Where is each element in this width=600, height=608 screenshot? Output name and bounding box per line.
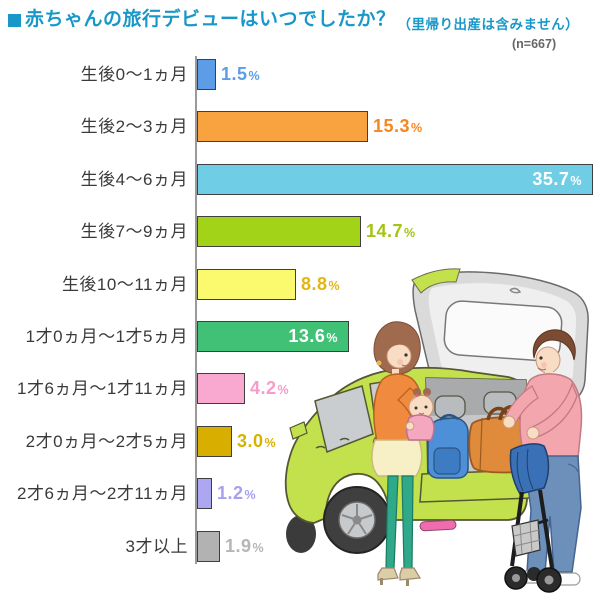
door-handle <box>315 445 326 449</box>
value-label: 1.2% <box>217 483 257 503</box>
category-label: 生後10〜11ヵ月 <box>61 275 188 294</box>
category-label: 生後7〜9ヵ月 <box>80 222 188 241</box>
category-label: 2才6ヵ月〜2才11ヵ月 <box>16 484 188 503</box>
bar-row: 1才6ヵ月〜1才11ヵ月 4.2% <box>0 372 600 405</box>
door-handle <box>339 437 350 441</box>
bar <box>197 426 232 457</box>
front-wheel <box>286 515 316 553</box>
baby-figure <box>405 388 435 441</box>
side-window-front <box>314 385 374 454</box>
bar-row: 生後7〜9ヵ月 14.7% <box>0 215 600 248</box>
value-label: 13.6% <box>288 326 338 346</box>
bar <box>197 59 216 90</box>
category-label: 生後2〜3ヵ月 <box>80 117 188 136</box>
bar-row: 2才6ヵ月〜2才11ヵ月 1.2% <box>0 477 600 510</box>
bar-row: 生後0〜1ヵ月 1.5% <box>0 58 600 91</box>
bar <box>197 373 245 404</box>
bar <box>197 321 349 352</box>
bar <box>197 531 220 562</box>
mother-figure <box>371 321 429 586</box>
category-label: 2才0ヵ月〜2才5ヵ月 <box>25 432 188 451</box>
value-label: 14.7% <box>366 221 416 241</box>
category-label: 3才以上 <box>125 537 188 556</box>
value-label: 4.2% <box>250 378 290 398</box>
value-label: 35.7% <box>532 169 582 189</box>
category-label: 生後0〜1ヵ月 <box>80 65 188 84</box>
square-bullet-icon <box>8 14 21 27</box>
category-label: 1才6ヵ月〜1才11ヵ月 <box>16 379 188 398</box>
bar-row: 生後10〜11ヵ月 8.8% <box>0 268 600 301</box>
value-label: 1.9% <box>225 536 265 556</box>
side-reflector <box>419 519 457 532</box>
sample-size-label: (n=667) <box>512 37 557 51</box>
bar-row: 生後4〜6ヵ月 35.7% <box>0 163 600 196</box>
value-label: 8.8% <box>301 274 341 294</box>
chart-title-note: （里帰り出産は含みません） <box>397 17 580 32</box>
value-label: 1.5% <box>221 64 261 84</box>
value-label: 3.0% <box>237 431 277 451</box>
category-label: 1才0ヵ月〜1才5ヵ月 <box>25 327 188 346</box>
rear-wheel <box>323 486 391 554</box>
side-mirror <box>289 421 308 440</box>
backpack <box>427 414 469 479</box>
chart-header: 赤ちゃんの旅行デビューはいつでしたか？ （里帰り出産は含みません） <box>8 8 592 33</box>
chart-title: 赤ちゃんの旅行デビューはいつでしたか？ <box>25 9 396 30</box>
family-car-illustration <box>284 268 589 593</box>
bar <box>197 269 296 300</box>
bar <box>197 216 361 247</box>
bar <box>197 111 368 142</box>
value-label: 15.3% <box>373 116 423 136</box>
bar-row: 1才0ヵ月〜1才5ヵ月 13.6% <box>0 320 600 353</box>
bar-row: 3才以上 1.9% <box>0 530 600 563</box>
y-axis-line <box>195 56 197 564</box>
category-label: 生後4〜6ヵ月 <box>80 170 188 189</box>
bar <box>197 478 212 509</box>
bar-row: 2才0ヵ月〜2才5ヵ月 3.0% <box>0 425 600 458</box>
stroller <box>504 443 562 593</box>
bar-row: 生後2〜3ヵ月 15.3% <box>0 110 600 143</box>
bar <box>197 164 593 195</box>
